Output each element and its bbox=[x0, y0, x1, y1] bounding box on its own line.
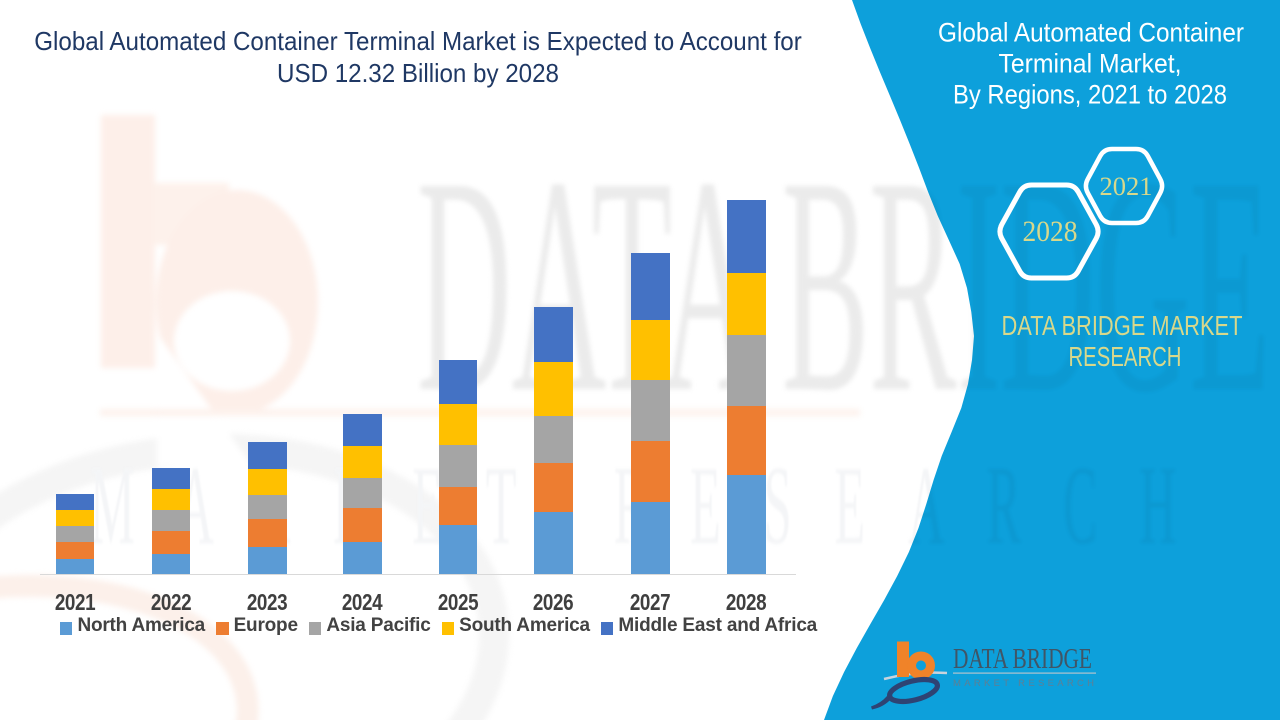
svg-text:Global Automated Container: Global Automated Container bbox=[938, 18, 1244, 48]
svg-text:2028: 2028 bbox=[1023, 215, 1078, 248]
svg-text:Terminal Market,: Terminal Market, bbox=[999, 49, 1182, 79]
svg-text:DATA BRIDGE: DATA BRIDGE bbox=[953, 644, 1092, 675]
svg-text:DATA BRIDGE: DATA BRIDGE bbox=[417, 114, 1270, 457]
svg-text:DATA BRIDGE MARKET: DATA BRIDGE MARKET bbox=[1002, 310, 1243, 341]
svg-text:MARKET RESEARCH: MARKET RESEARCH bbox=[953, 678, 1097, 689]
svg-text:RESEARCH: RESEARCH bbox=[1069, 341, 1182, 372]
svg-text:2021: 2021 bbox=[1100, 172, 1153, 201]
svg-text:MARKET RESEARCH: MARKET RESEARCH bbox=[90, 444, 1219, 568]
svg-text:By Regions, 2021 to 2028: By Regions, 2021 to 2028 bbox=[953, 80, 1227, 110]
